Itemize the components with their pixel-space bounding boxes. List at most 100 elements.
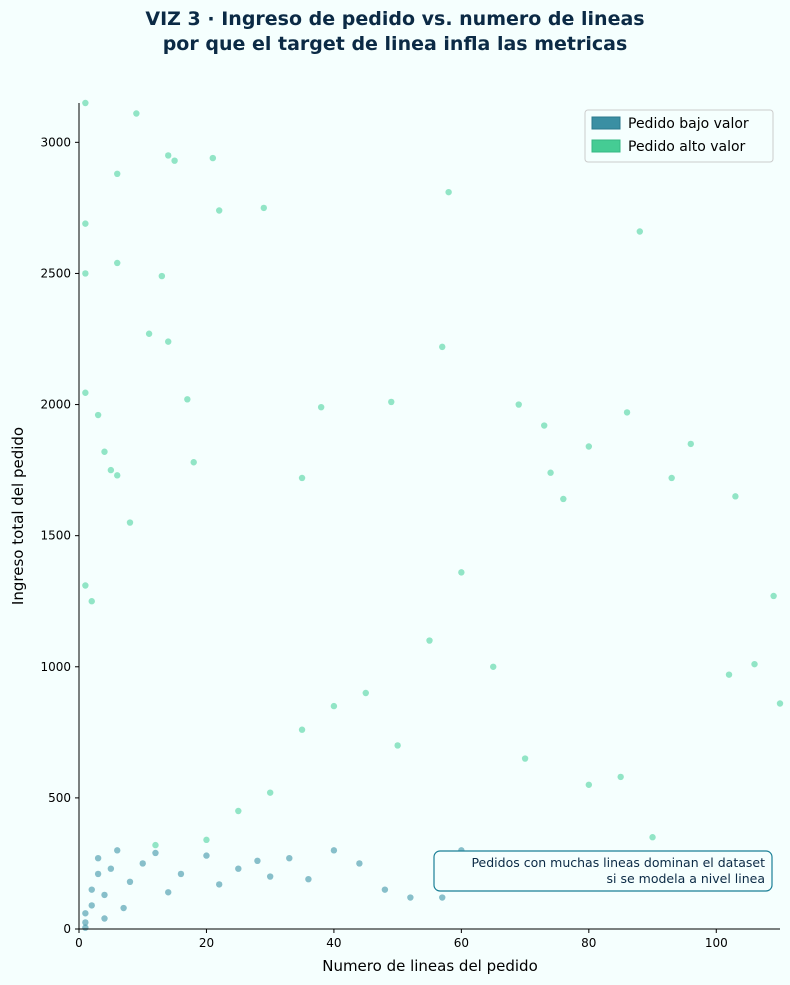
- point-high-33: [560, 495, 567, 503]
- point-low-12: [126, 878, 134, 885]
- point-high-32: [547, 469, 554, 476]
- point-low-21: [266, 873, 274, 880]
- point-high-12: [126, 519, 134, 526]
- point-high-2: [82, 270, 89, 277]
- point-high-51: [330, 702, 338, 710]
- point-high-9: [114, 170, 121, 177]
- point-high-14: [145, 330, 153, 337]
- point-high-19: [184, 396, 191, 403]
- point-low-6: [94, 855, 102, 862]
- point-high-39: [732, 493, 739, 500]
- point-high-13: [133, 110, 140, 117]
- chart-title-line-1: VIZ 3 · Ingreso de pedido vs. numero de …: [145, 8, 644, 30]
- point-low-26: [381, 886, 389, 893]
- point-high-5: [88, 598, 95, 605]
- annotation: Pedidos con muchas lineas dominan el dat…: [433, 850, 773, 892]
- point-low-8: [101, 891, 108, 899]
- y-tick-label-1500: 1500: [40, 529, 71, 543]
- point-high-53: [394, 742, 401, 749]
- point-high-55: [490, 663, 497, 670]
- y-tick-label-2000: 2000: [40, 398, 71, 412]
- point-low-15: [165, 889, 172, 896]
- point-high-24: [298, 474, 306, 482]
- point-low-7: [101, 915, 108, 922]
- point-high-21: [209, 154, 217, 162]
- y-axis-ticks: 0 500 1000 1500 2000 2500 3000: [40, 135, 79, 936]
- point-high-11: [114, 472, 121, 479]
- annotation-line-1: Pedidos con muchas lineas dominan el dat…: [471, 855, 765, 870]
- y-tick-label-500: 500: [48, 791, 71, 805]
- point-low-19: [235, 865, 242, 872]
- point-high-46: [152, 841, 159, 849]
- point-high-47: [203, 836, 210, 844]
- annotation-line-2: si se modela a nivel linea: [607, 871, 765, 886]
- x-axis-ticks: 0 20 40 60 80 100: [75, 929, 728, 950]
- point-high-36: [636, 228, 643, 235]
- point-high-27: [439, 343, 446, 351]
- point-high-42: [776, 700, 784, 707]
- point-high-37: [668, 474, 675, 482]
- point-high-48: [235, 807, 242, 815]
- x-tick-label-20: 20: [199, 936, 214, 950]
- legend-label-low: Pedido bajo valor: [628, 116, 749, 132]
- point-low-10: [114, 847, 121, 854]
- point-low-18: [216, 881, 223, 888]
- point-low-14: [152, 849, 159, 857]
- point-high-15: [158, 272, 166, 280]
- point-high-6: [94, 411, 102, 419]
- legend-swatch-low: [591, 116, 621, 130]
- x-axis-label: Numero de lineas del pedido: [322, 957, 538, 975]
- point-low-2: [82, 910, 89, 917]
- point-low-22: [286, 855, 293, 862]
- point-low-20: [254, 857, 261, 865]
- legend-box: [584, 109, 774, 163]
- point-high-4: [82, 582, 89, 589]
- y-tick-label-2500: 2500: [40, 266, 71, 280]
- point-high-22: [216, 207, 223, 214]
- point-high-18: [171, 157, 178, 164]
- point-low-17: [203, 852, 210, 859]
- annotation-box: [433, 850, 773, 892]
- point-low-4: [88, 886, 95, 893]
- y-tick-label-1000: 1000: [40, 660, 71, 674]
- plot-points: [82, 99, 784, 931]
- point-low-27: [407, 894, 414, 901]
- point-low-23: [305, 875, 312, 883]
- x-tick-label-100: 100: [705, 936, 728, 950]
- point-high-28: [445, 188, 452, 196]
- chart-title-line-2: por que el target de linea infla las met…: [163, 33, 628, 55]
- point-high-38: [687, 440, 694, 448]
- point-high-34: [585, 443, 593, 450]
- point-high-35: [623, 409, 631, 416]
- point-high-3: [82, 389, 89, 396]
- point-low-11: [120, 904, 127, 912]
- point-high-7: [101, 448, 108, 455]
- point-high-40: [751, 660, 758, 668]
- point-high-44: [649, 834, 656, 841]
- legend-swatch-high: [591, 139, 621, 153]
- point-high-57: [585, 781, 593, 788]
- point-high-20: [190, 459, 197, 466]
- x-tick-label-0: 0: [75, 936, 83, 950]
- point-low-9: [107, 865, 115, 872]
- point-high-41: [770, 592, 777, 600]
- point-high-50: [298, 726, 306, 733]
- point-low-3: [88, 902, 95, 909]
- point-high-16: [165, 152, 172, 159]
- point-high-52: [362, 689, 369, 697]
- y-tick-label-3000: 3000: [40, 135, 71, 149]
- point-low-25: [356, 860, 363, 867]
- point-low-13: [139, 860, 146, 867]
- point-high-49: [266, 789, 274, 796]
- point-high-56: [521, 755, 529, 762]
- x-tick-label-80: 80: [581, 936, 596, 950]
- point-high-43: [725, 671, 733, 678]
- point-high-45: [617, 773, 624, 781]
- point-high-10: [114, 259, 121, 267]
- point-high-17: [165, 338, 172, 345]
- point-high-23: [260, 204, 268, 212]
- point-low-16: [177, 870, 185, 878]
- point-high-0: [82, 99, 89, 107]
- x-tick-label-60: 60: [454, 936, 469, 950]
- legend-label-high: Pedido alto valor: [628, 139, 746, 155]
